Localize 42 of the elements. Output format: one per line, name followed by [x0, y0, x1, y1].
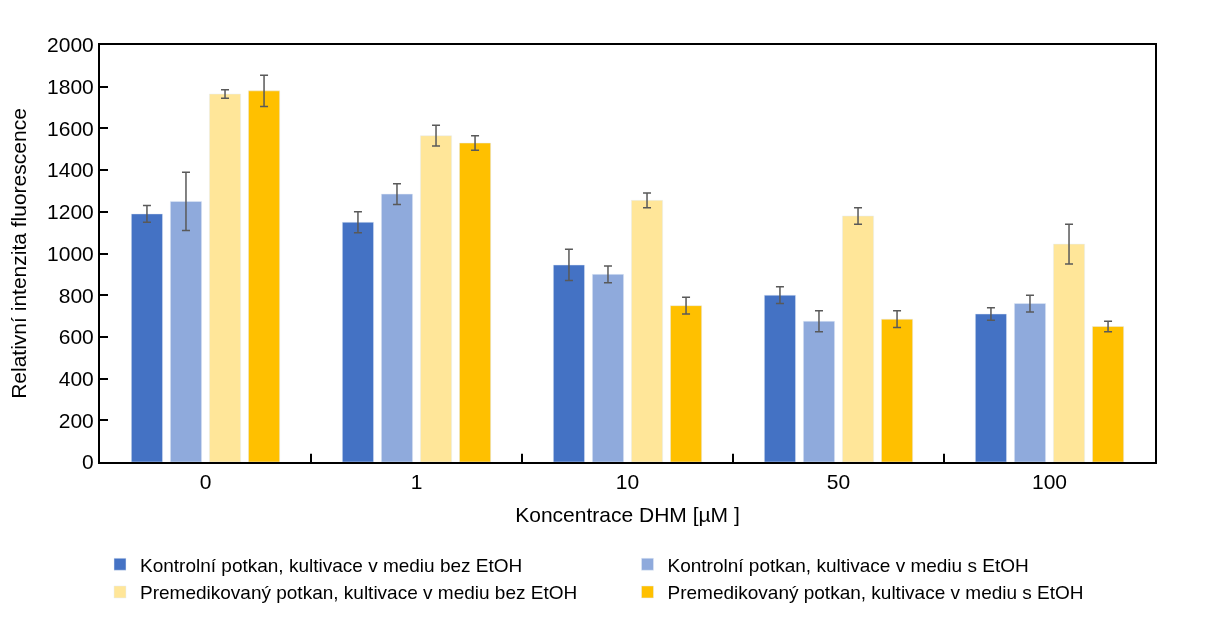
legend-label: Premedikovaný potkan, kultivace v mediu s EtOH	[667, 582, 1084, 604]
y-axis-title: Relativní intenzita fluorescence	[6, 108, 30, 399]
bar	[631, 200, 663, 462]
y-tick-label: 2000	[47, 33, 94, 57]
legend-label: Kontrolní potkan, kultivace v mediu bez EtOH	[140, 554, 523, 576]
y-tick-label: 1200	[47, 200, 94, 224]
bar	[381, 193, 413, 462]
bar	[342, 221, 374, 462]
bar	[209, 93, 241, 462]
bar	[1014, 303, 1046, 462]
x-axis-title: Koncentrace DHM [µM ]	[515, 502, 740, 526]
y-tick-label: 1800	[47, 75, 94, 99]
bar	[670, 305, 702, 462]
x-tick-label: 0	[199, 470, 212, 494]
legend-label: Premedikovaný potkan, kultivace v mediu bez EtOH	[140, 582, 578, 604]
y-tick-label: 400	[58, 366, 94, 390]
y-tick-label: 600	[58, 325, 94, 349]
legend-label: Kontrolní potkan, kultivace v mediu s EtOH	[667, 554, 1029, 576]
bar	[420, 135, 452, 462]
bar	[592, 274, 624, 462]
bar	[764, 294, 796, 462]
bar	[881, 318, 913, 462]
y-tick-label: 200	[58, 408, 94, 432]
x-tick-label: 10	[615, 470, 640, 494]
bar	[842, 215, 874, 462]
y-tick-label: 1000	[47, 241, 94, 265]
x-tick-label: 50	[826, 470, 851, 494]
bar	[553, 264, 585, 462]
x-tick-label: 1	[410, 470, 423, 494]
bar	[248, 90, 280, 462]
y-tick-label: 0	[82, 450, 94, 474]
bar	[1053, 243, 1085, 462]
y-tick-label: 1600	[47, 116, 94, 140]
bar	[975, 313, 1007, 462]
x-tick-label: 100	[1031, 470, 1068, 494]
bar	[803, 321, 835, 462]
bar	[131, 213, 163, 462]
bar	[459, 142, 491, 462]
y-tick-label: 800	[58, 283, 94, 307]
bar	[1092, 326, 1124, 462]
bar	[170, 201, 202, 462]
y-tick-label: 1400	[47, 158, 94, 182]
